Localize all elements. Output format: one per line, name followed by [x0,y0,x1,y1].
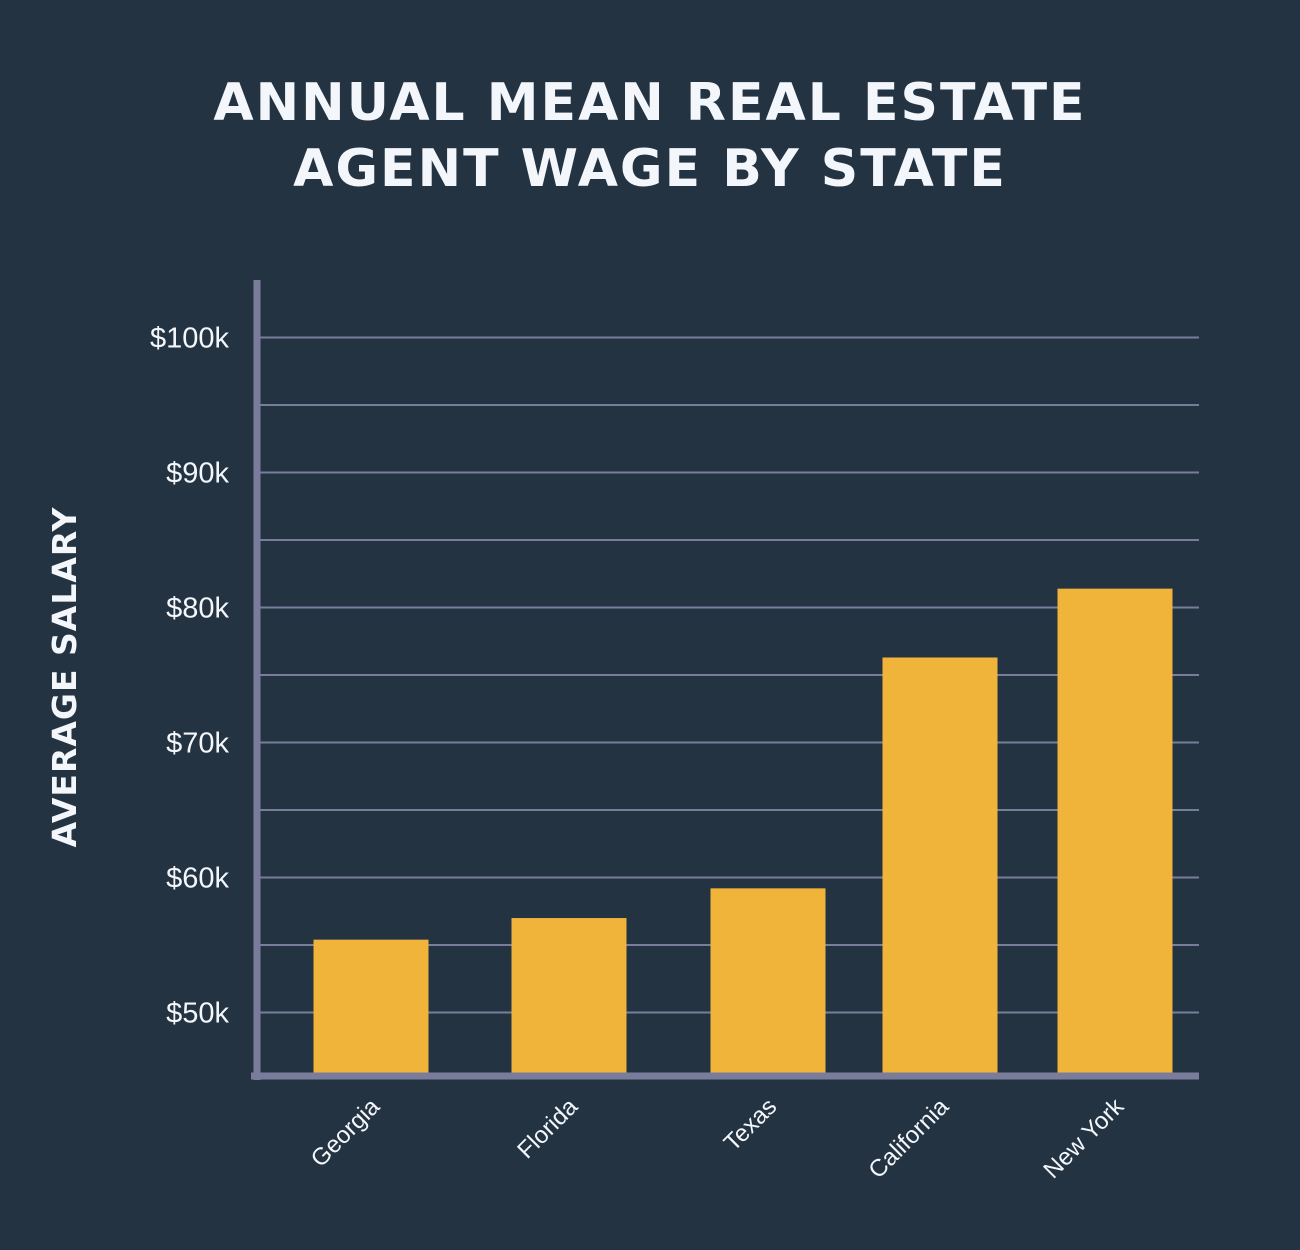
chart-title-line-1: ANNUAL MEAN REAL ESTATE [213,73,1087,133]
bar-florida [511,918,627,1076]
chart-title-line-2: AGENT WAGE BY STATE [293,139,1007,199]
x-tick-label: Texas [719,1093,782,1156]
bars [313,588,1173,1076]
x-tick-label: Georgia [306,1093,386,1173]
y-tick-label: $90k [166,458,229,490]
bar-new-york [1057,588,1173,1076]
y-tick-label: $70k [166,728,229,760]
y-tick-label: $50k [166,998,229,1030]
chart-title: ANNUAL MEAN REAL ESTATE AGENT WAGE BY ST… [0,70,1300,202]
bar-california [882,657,998,1076]
y-tick-label: $60k [166,863,229,895]
y-tick-label: $100k [150,323,230,355]
x-tick-label: Florida [512,1093,583,1164]
y-tick-label: $80k [166,593,229,625]
y-tick-labels: $50k $60k $70k $80k $90k $100k [150,323,230,1030]
x-tick-label: California [863,1093,954,1184]
x-tick-labels: Georgia Florida Texas California New York [306,1092,1130,1183]
axes [251,280,1199,1080]
gridlines [257,336,1199,1014]
bar-georgia [313,939,429,1076]
x-tick-label: New York [1038,1092,1129,1183]
y-axis-title: AVERAGE SALARY [45,506,84,847]
bar-texas [710,888,826,1076]
